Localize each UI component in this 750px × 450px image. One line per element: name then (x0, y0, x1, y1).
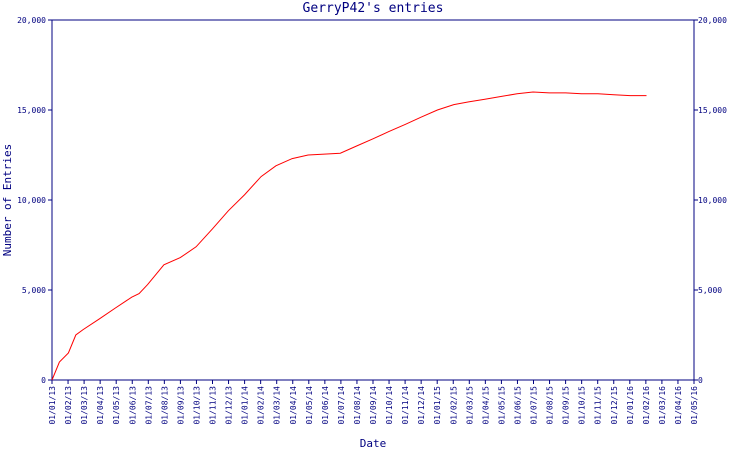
x-tick-label: 01/05/13 (112, 386, 121, 425)
x-tick-label: 01/07/15 (530, 386, 539, 425)
x-tick-label: 01/01/14 (241, 386, 250, 425)
y-axis-label: Number of Entries (1, 144, 14, 257)
x-tick-label: 01/10/13 (192, 386, 201, 425)
x-tick-label: 01/04/15 (481, 386, 490, 425)
x-axis-ticks: 01/01/13 01/02/13 01/03/13 01/04/13 01/05/13… (48, 380, 699, 425)
x-tick-label: 01/11/14 (401, 386, 410, 425)
x-tick-label: 01/12/14 (417, 386, 426, 425)
x-tick-label: 01/07/13 (144, 386, 153, 425)
x-tick-label: 01/04/13 (96, 386, 105, 425)
y-tick-label-left: 20,000 (17, 16, 46, 25)
x-axis-label: Date (360, 437, 387, 450)
chart-title: GerryP42's entries (303, 1, 444, 16)
y-tick-label-left: 0 (41, 376, 46, 385)
y-tick-label-left: 15,000 (17, 106, 46, 115)
x-tick-label: 01/08/15 (546, 386, 555, 425)
x-tick-label: 01/03/15 (465, 386, 474, 425)
y-tick-label-right: 15,000 (698, 106, 727, 115)
x-tick-label: 01/09/15 (562, 386, 571, 425)
x-tick-label: 01/03/13 (80, 386, 89, 425)
x-tick-label: 01/12/13 (225, 386, 234, 425)
x-tick-label: 01/05/16 (690, 386, 699, 425)
y-tick-label-right: 0 (698, 376, 703, 385)
x-tick-label: 01/09/13 (176, 386, 185, 425)
x-tick-label: 01/03/14 (273, 386, 282, 425)
x-tick-label: 01/02/16 (642, 386, 651, 425)
x-tick-label: 01/09/14 (369, 386, 378, 425)
plot-area (51, 19, 695, 381)
x-tick-label: 01/06/15 (513, 386, 522, 425)
x-tick-label: 01/06/13 (128, 386, 137, 425)
y-tick-label-right: 20,000 (698, 16, 727, 25)
x-tick-label: 01/02/15 (449, 386, 458, 425)
x-tick-label: 01/12/15 (610, 386, 619, 425)
x-tick-label: 01/10/15 (578, 386, 587, 425)
x-tick-label: 01/04/16 (674, 386, 683, 425)
y-axis-right-ticks: 0 5,000 10,000 15,000 20,000 (694, 16, 727, 385)
x-tick-label: 01/05/14 (305, 386, 314, 425)
x-tick-label: 01/07/14 (337, 386, 346, 425)
y-tick-label-left: 10,000 (17, 196, 46, 205)
x-tick-label: 01/10/14 (385, 386, 394, 425)
x-tick-label: 01/05/15 (497, 386, 506, 425)
x-tick-label: 01/01/13 (48, 386, 57, 425)
x-tick-label: 01/01/16 (626, 386, 635, 425)
x-tick-label: 01/01/15 (433, 386, 442, 425)
y-tick-label-left: 5,000 (22, 286, 46, 295)
y-tick-label-right: 5,000 (698, 286, 722, 295)
x-tick-label: 01/03/16 (658, 386, 667, 425)
x-tick-label: 01/11/15 (594, 386, 603, 425)
series-line (51, 91, 647, 381)
x-tick-label: 01/06/14 (321, 386, 330, 425)
x-tick-label: 01/08/14 (353, 386, 362, 425)
x-tick-label: 01/11/13 (209, 386, 218, 425)
x-tick-label: 01/02/14 (257, 386, 266, 425)
x-tick-label: 01/02/13 (64, 386, 73, 425)
x-tick-label: 01/04/14 (289, 386, 298, 425)
x-tick-label: 01/08/13 (160, 386, 169, 425)
y-axis-left-ticks: 0 5,000 10,000 15,000 20,000 (17, 16, 52, 385)
y-tick-label-right: 10,000 (698, 196, 727, 205)
